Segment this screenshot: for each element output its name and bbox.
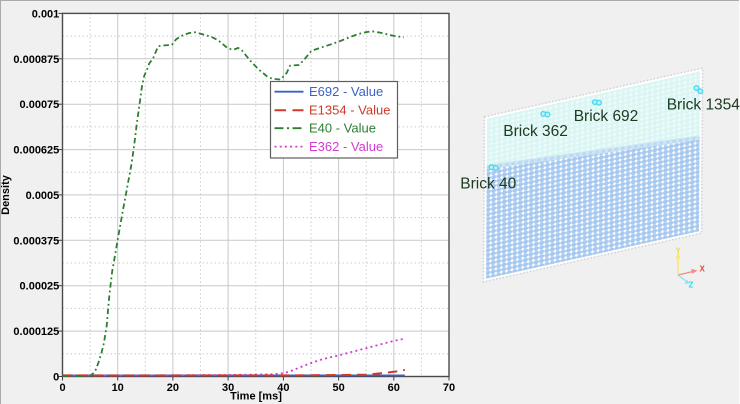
svg-text:0: 0 [53, 372, 59, 384]
svg-text:E40 - Value: E40 - Value [309, 121, 376, 136]
svg-text:50: 50 [332, 382, 344, 394]
svg-text:E692 - Value: E692 - Value [309, 84, 383, 99]
svg-text:0.00025: 0.00025 [20, 281, 60, 293]
svg-text:E1354 - Value: E1354 - Value [309, 103, 390, 118]
svg-text:30: 30 [222, 382, 234, 394]
svg-text:20: 20 [167, 382, 179, 394]
svg-text:Z: Z [689, 281, 694, 290]
svg-text:Brick 40: Brick 40 [460, 175, 516, 192]
svg-text:Density: Density [0, 174, 12, 215]
svg-text:Brick 362: Brick 362 [503, 123, 568, 140]
svg-text:0.000625: 0.000625 [13, 145, 59, 157]
svg-text:Brick 1354: Brick 1354 [667, 96, 740, 113]
svg-text:Y: Y [676, 247, 682, 256]
svg-text:0.0005: 0.0005 [26, 190, 60, 202]
svg-text:0.000875: 0.000875 [13, 54, 59, 66]
svg-text:Brick 692: Brick 692 [574, 108, 639, 125]
svg-text:0.001: 0.001 [32, 8, 60, 20]
svg-text:Time [ms]: Time [ms] [230, 391, 282, 403]
svg-text:10: 10 [112, 382, 124, 394]
svg-text:70: 70 [443, 382, 455, 394]
svg-text:E362 - Value: E362 - Value [309, 139, 383, 154]
svg-text:0.000125: 0.000125 [13, 326, 59, 338]
svg-text:X: X [700, 265, 706, 274]
svg-text:60: 60 [388, 382, 400, 394]
svg-text:40: 40 [277, 382, 289, 394]
svg-text:0: 0 [59, 382, 65, 394]
svg-text:0.00075: 0.00075 [20, 99, 60, 111]
svg-text:0.000375: 0.000375 [13, 235, 59, 247]
